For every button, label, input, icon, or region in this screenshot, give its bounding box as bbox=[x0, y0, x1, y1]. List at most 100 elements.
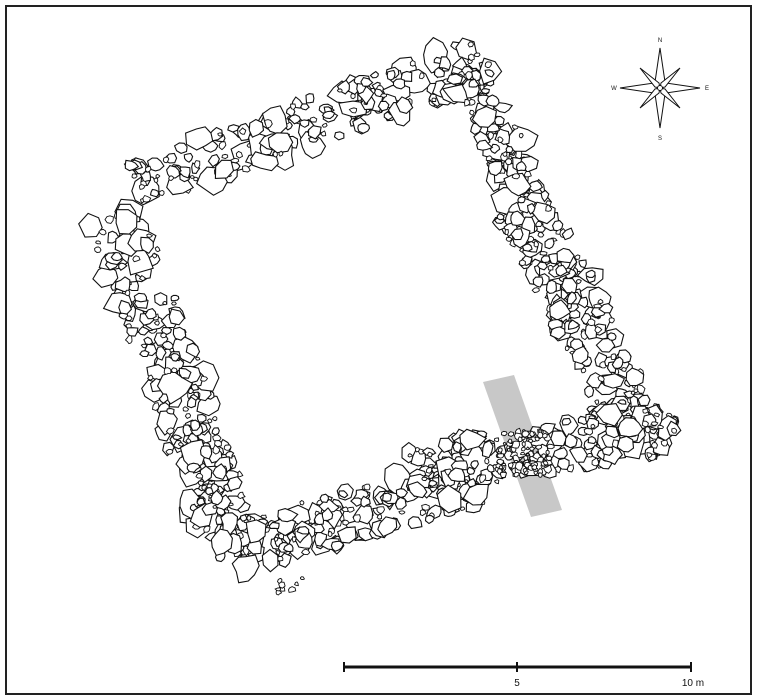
stone-outline bbox=[517, 196, 526, 204]
stone-outline bbox=[545, 455, 553, 462]
stone-outline bbox=[360, 495, 371, 508]
stone-outline bbox=[278, 581, 286, 589]
stone-outline bbox=[484, 69, 495, 78]
stone-outline bbox=[536, 431, 544, 439]
stone-outline bbox=[220, 512, 239, 536]
stone-outline bbox=[170, 367, 178, 373]
stone-outline bbox=[321, 507, 334, 521]
stone-outline bbox=[571, 345, 589, 365]
stone-outline bbox=[162, 300, 167, 306]
stone-outline bbox=[217, 132, 223, 137]
stone-outline bbox=[146, 157, 165, 172]
stone-outline bbox=[513, 459, 519, 464]
stone-outline bbox=[421, 476, 428, 482]
stone-outline bbox=[574, 254, 581, 260]
stone-outline bbox=[283, 543, 294, 553]
stone-outline bbox=[608, 317, 615, 324]
stone-outline bbox=[168, 175, 175, 181]
stone-outline bbox=[333, 131, 345, 141]
stone-outline bbox=[531, 464, 538, 471]
stone-outline bbox=[650, 421, 659, 426]
stone-outline bbox=[227, 124, 240, 133]
stone-outline bbox=[621, 367, 627, 373]
stone-outline bbox=[211, 427, 220, 436]
stone-outline bbox=[513, 471, 520, 478]
stone-outline bbox=[392, 78, 406, 90]
stone-outline bbox=[518, 133, 524, 139]
stone-outline bbox=[246, 515, 252, 521]
stone-outline bbox=[407, 481, 428, 499]
stone-outline bbox=[500, 430, 508, 437]
stone-outline bbox=[186, 462, 201, 473]
stone-outline bbox=[534, 444, 543, 450]
stone-outline bbox=[377, 100, 390, 112]
stone-outline bbox=[419, 509, 427, 517]
stone-outline bbox=[436, 484, 462, 514]
stone-outline bbox=[142, 194, 152, 203]
stone-outline bbox=[179, 166, 191, 179]
stone-outline bbox=[212, 444, 221, 455]
stone-outline bbox=[264, 119, 273, 129]
stone-outline bbox=[637, 394, 651, 407]
stone-outline bbox=[376, 506, 385, 515]
stone-outline bbox=[143, 336, 154, 346]
stone-outline bbox=[427, 451, 433, 458]
stone-outline bbox=[273, 536, 279, 542]
stone-outline bbox=[526, 202, 536, 215]
stone-outline bbox=[468, 78, 480, 88]
stone-outline bbox=[580, 367, 587, 374]
stone-outline bbox=[133, 292, 148, 303]
stone-outline bbox=[597, 298, 604, 305]
stone-outline bbox=[520, 451, 526, 456]
stone-outline bbox=[650, 442, 659, 449]
stone-outline bbox=[578, 259, 587, 269]
stone-outline bbox=[189, 175, 195, 179]
stone-outline bbox=[587, 436, 597, 445]
stone-outline bbox=[514, 461, 524, 471]
stone-outline bbox=[531, 287, 540, 294]
stone-outline bbox=[237, 491, 246, 499]
stone-outline bbox=[564, 345, 570, 352]
stone-outline bbox=[145, 165, 152, 173]
stone-outline bbox=[545, 449, 550, 456]
stone-outline bbox=[275, 549, 281, 556]
stone-outline bbox=[231, 554, 260, 584]
stone-outline bbox=[177, 442, 185, 447]
stone-outline bbox=[186, 396, 197, 409]
stone-outline bbox=[294, 581, 299, 587]
stone-outline bbox=[502, 442, 507, 446]
stone-outline bbox=[447, 467, 466, 482]
stone-outline bbox=[194, 160, 201, 170]
stone-outline bbox=[421, 503, 430, 511]
stone-outline bbox=[185, 438, 192, 444]
stone-outline bbox=[630, 390, 636, 396]
stone-outline bbox=[357, 123, 371, 134]
stone-outline bbox=[308, 125, 322, 140]
stone-outline bbox=[330, 540, 345, 552]
scale-bar: 5 10 m bbox=[343, 662, 704, 689]
stone-outline bbox=[272, 150, 278, 158]
stone-outline bbox=[527, 438, 533, 444]
stone-outline bbox=[327, 530, 333, 537]
stone-outline bbox=[536, 261, 548, 271]
stone-outline bbox=[485, 155, 493, 162]
stone-outline bbox=[379, 93, 388, 98]
stone-outline bbox=[459, 428, 488, 451]
stone-outline bbox=[507, 447, 511, 452]
stone-outline bbox=[607, 332, 617, 341]
stone-outline bbox=[484, 61, 492, 69]
stone-outline bbox=[500, 471, 508, 478]
stone-outline bbox=[428, 479, 438, 488]
compass-north-label: N bbox=[658, 38, 662, 44]
stone-outline bbox=[594, 325, 603, 334]
stone-outline bbox=[210, 528, 233, 557]
stone-outline bbox=[395, 488, 409, 499]
stone-outline bbox=[346, 506, 355, 513]
stone-outline bbox=[536, 456, 545, 463]
stone-outline bbox=[240, 514, 248, 522]
stone-outline bbox=[484, 457, 490, 465]
stone-outline bbox=[510, 210, 526, 226]
stone-outline bbox=[551, 220, 564, 232]
stone-outline bbox=[486, 463, 495, 473]
